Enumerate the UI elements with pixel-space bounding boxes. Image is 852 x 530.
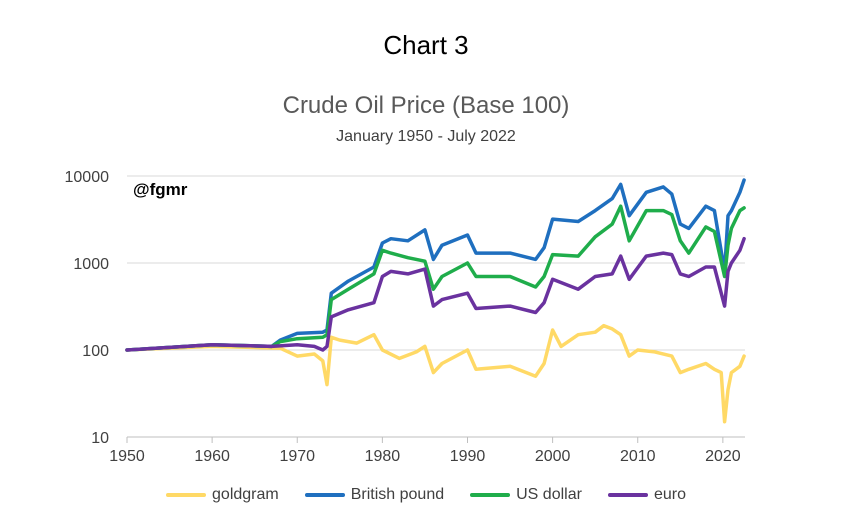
legend-swatch	[304, 493, 345, 497]
legend-label: US dollar	[516, 486, 582, 503]
legend-swatch	[166, 493, 207, 497]
x-tick-label: 2010	[620, 448, 656, 465]
legend: goldgram British pound US dollar euro	[0, 486, 852, 504]
x-tick-label: 1970	[279, 448, 315, 465]
legend-item: euro	[607, 486, 686, 504]
x-tick-label: 1960	[194, 448, 230, 465]
legend-swatch	[607, 493, 648, 497]
series-line-us-dollar	[125, 204, 746, 352]
y-tick-label: 10	[91, 430, 109, 447]
y-tick-label: 10000	[65, 169, 110, 186]
header-title: Chart 3	[383, 30, 469, 60]
legend-label: goldgram	[212, 486, 279, 503]
y-tick-label: 1000	[73, 256, 109, 273]
x-tick-label: 1990	[450, 448, 486, 465]
x-tick-label: 2020	[705, 448, 741, 465]
chart-title: Crude Oil Price (Base 100)	[282, 92, 570, 119]
y-tick-label: 100	[82, 343, 109, 360]
x-tick-label: 2000	[535, 448, 571, 465]
x-axis: 1950 1960 1970 1980 1990 2000 2010 2020	[109, 436, 745, 465]
y-axis-tick-labels: 10 100 1000 10000	[65, 169, 110, 447]
legend-item: goldgram	[166, 486, 279, 504]
series-line-goldgram	[125, 323, 746, 424]
series-line-euro	[125, 236, 746, 352]
legend-label: euro	[653, 486, 686, 503]
x-tick-label: 1950	[109, 448, 145, 465]
legend-item: US dollar	[470, 486, 582, 504]
gridlines	[127, 175, 745, 351]
watermark: @fgmr	[133, 180, 188, 199]
x-tick-label: 1980	[365, 448, 401, 465]
series-line-british-pound	[125, 178, 746, 352]
legend-item: British pound	[304, 486, 445, 504]
chart-subtitle: January 1950 - July 2022	[336, 128, 516, 145]
legend-swatch	[470, 493, 511, 497]
series-lines	[125, 178, 746, 424]
legend-label: British pound	[350, 486, 445, 503]
